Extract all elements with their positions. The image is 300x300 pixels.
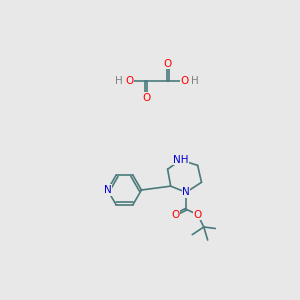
Text: H: H <box>191 76 198 86</box>
Text: N: N <box>182 187 190 197</box>
Text: O: O <box>180 76 189 86</box>
Text: O: O <box>125 76 133 86</box>
Text: O: O <box>194 210 202 220</box>
Text: O: O <box>171 210 179 220</box>
Text: O: O <box>142 93 150 103</box>
Text: NH: NH <box>173 155 188 165</box>
Text: N: N <box>104 185 111 195</box>
Text: O: O <box>164 59 172 69</box>
Text: H: H <box>115 76 123 86</box>
